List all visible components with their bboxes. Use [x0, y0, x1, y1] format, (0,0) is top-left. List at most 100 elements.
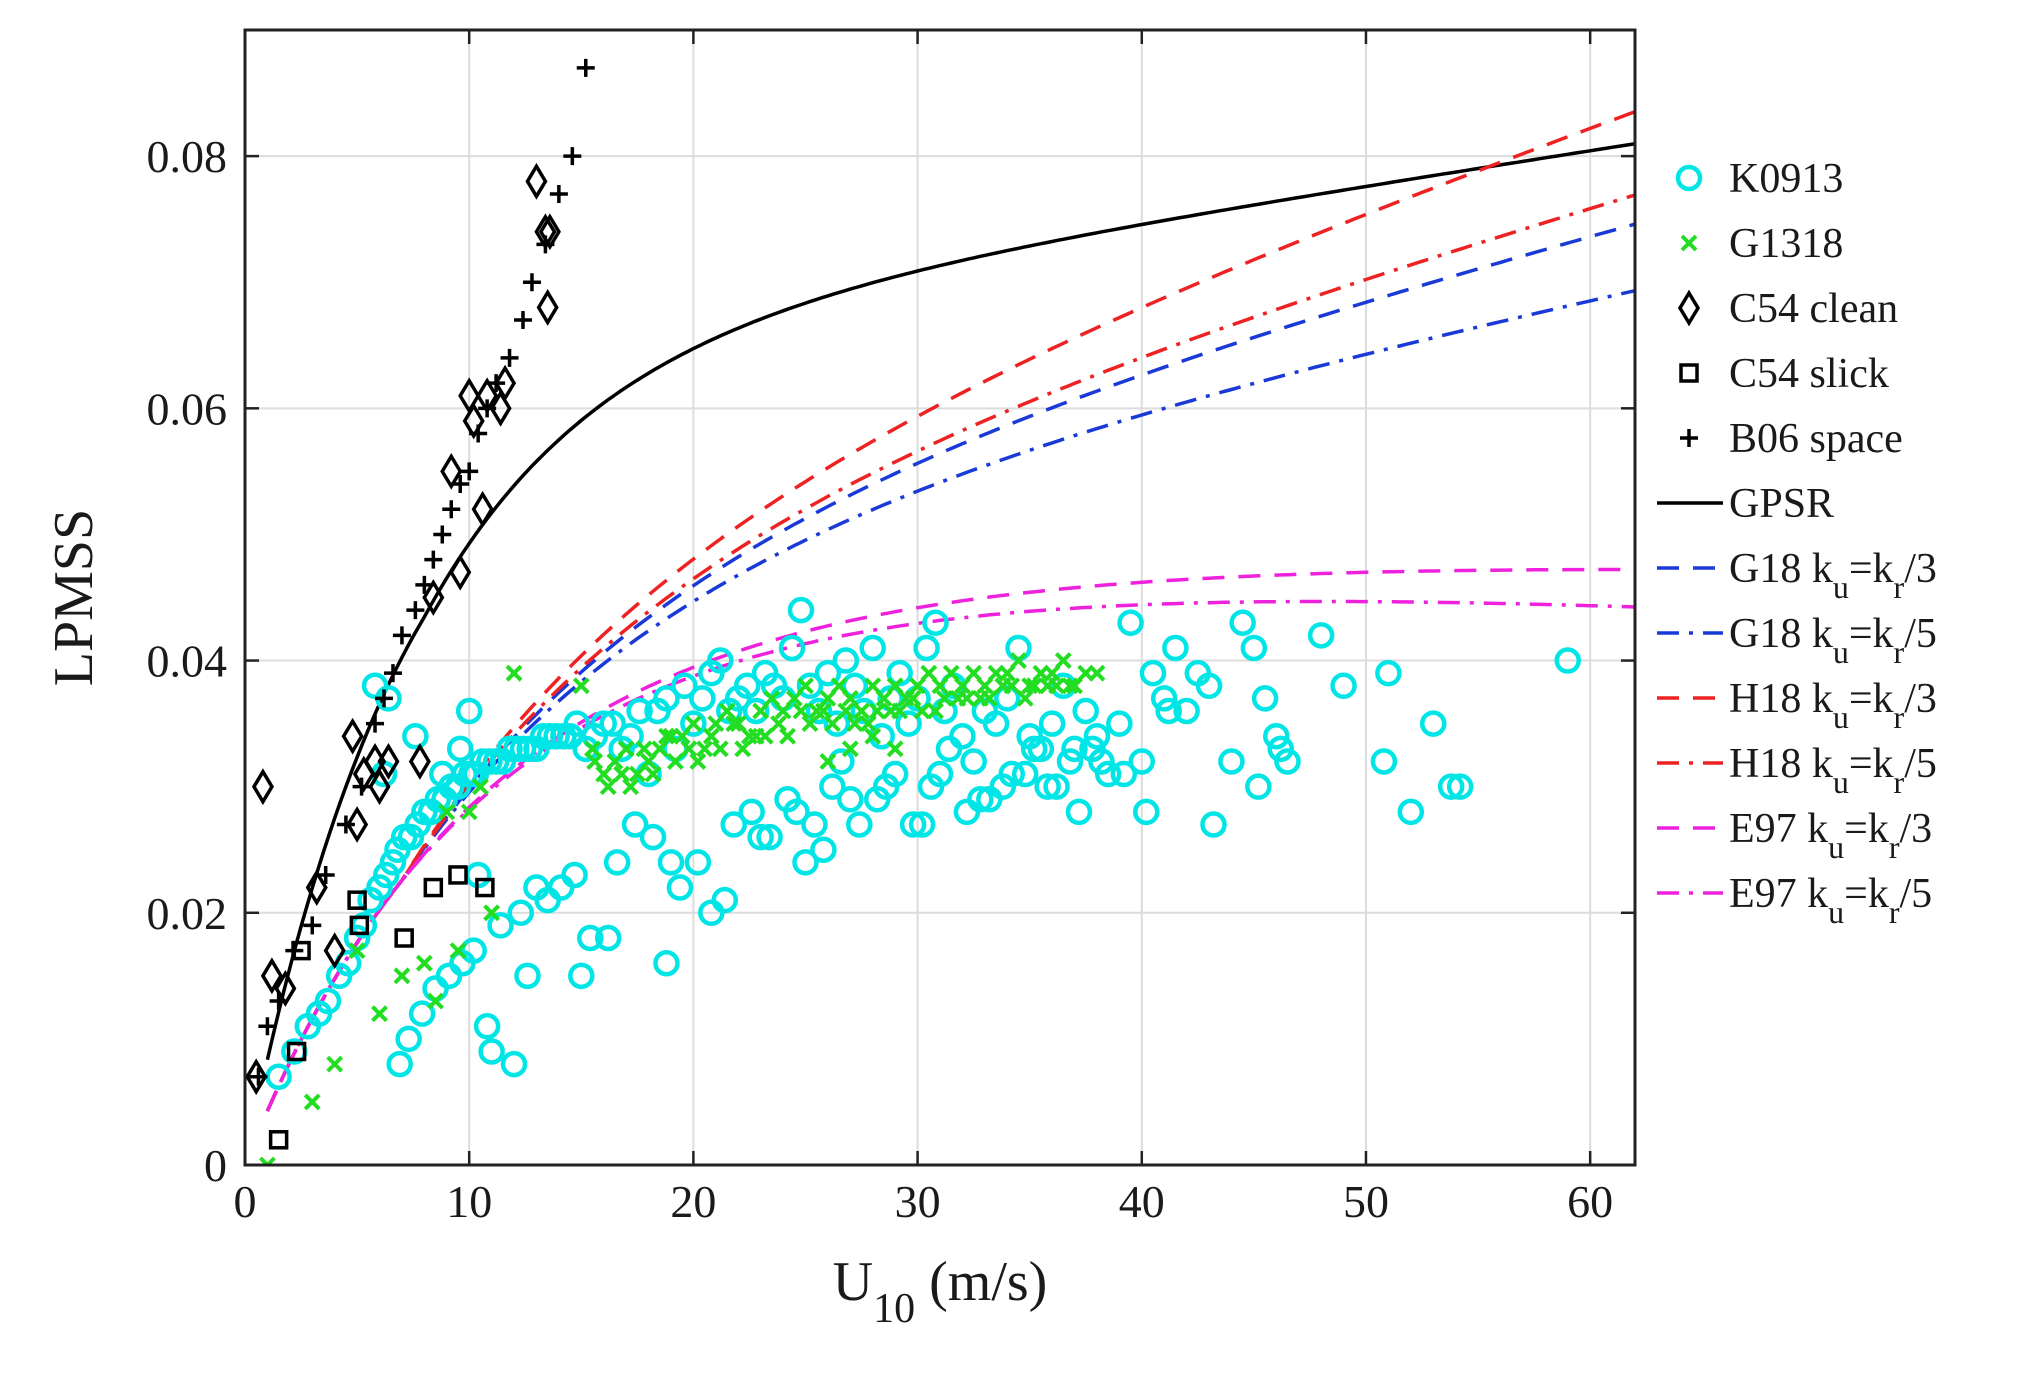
curve-g18-k3: [265, 222, 1635, 1112]
point-k0913: [1150, 685, 1178, 712]
point-k0913: [720, 811, 747, 838]
point-k0913: [1117, 609, 1144, 636]
point-g1318: [644, 765, 662, 783]
point-k0913: [1229, 609, 1256, 636]
point-k0913: [599, 710, 626, 737]
point-k0913: [1094, 760, 1122, 788]
point-c54-clean: [260, 957, 283, 995]
point-g1318: [954, 677, 971, 695]
point-g1318: [936, 689, 953, 707]
legend-marker: [1680, 234, 1698, 252]
point-k0913: [556, 722, 584, 750]
point-k0913: [561, 861, 588, 889]
point-k0913: [733, 672, 761, 700]
point-k0913: [989, 773, 1017, 800]
point-g1318: [640, 753, 657, 770]
point-k0913: [435, 962, 463, 990]
point-g1318: [1061, 677, 1079, 695]
legend-label: E97 ku=kr/3: [1729, 806, 1932, 865]
point-g1318: [259, 1156, 276, 1165]
point-g1318: [1088, 664, 1106, 682]
point-k0913: [265, 1063, 292, 1090]
legend-label: G1318: [1729, 221, 1843, 267]
series-c54-slick: [268, 865, 495, 1150]
point-k0913: [487, 912, 514, 939]
point-k0913: [590, 710, 617, 737]
point-g1318: [371, 1005, 388, 1023]
point-g1318: [1054, 652, 1072, 669]
point-c54-slick: [268, 1130, 289, 1150]
point-g1318: [846, 715, 864, 733]
x-axis-title-sub: 10: [873, 1286, 915, 1332]
point-k0913: [460, 937, 487, 964]
legend-label: C54 clean: [1729, 286, 1898, 332]
point-k0913: [846, 811, 873, 838]
point-g1318: [734, 740, 752, 758]
point-g1318: [801, 715, 819, 733]
point-g1318: [792, 702, 810, 720]
point-k0913: [805, 697, 833, 725]
point-b06-space: [469, 424, 488, 443]
point-b06-space: [424, 550, 443, 569]
point-c54-clean: [251, 768, 274, 806]
point-k0913: [922, 609, 949, 636]
point-b06-space: [375, 689, 393, 708]
point-k0913: [1397, 798, 1425, 826]
point-g1318: [651, 740, 669, 758]
point-b06-space: [383, 664, 402, 683]
point-b06-space: [352, 777, 371, 796]
point-k0913: [1072, 697, 1099, 725]
point-g1318: [696, 740, 714, 758]
point-k0913: [603, 849, 631, 876]
point-g1318: [673, 727, 691, 745]
point-k0913: [507, 899, 535, 927]
point-k0913: [832, 647, 860, 674]
point-b06-space: [415, 575, 434, 594]
point-g1318: [864, 677, 882, 695]
point-g1318: [942, 664, 960, 682]
point-k0913: [1065, 798, 1093, 826]
point-g1318: [841, 689, 859, 707]
point-b06-space: [563, 147, 582, 166]
point-g1318: [920, 664, 938, 682]
point-g1318: [875, 689, 893, 707]
point-k0913: [639, 823, 667, 851]
point-c54-slick: [448, 865, 468, 885]
point-k0913: [1056, 748, 1084, 775]
point-k0913: [666, 874, 694, 901]
point-c54-slick: [349, 915, 370, 936]
legend-label: G18 ku=kr/3: [1729, 546, 1937, 605]
x-axis-title-unit: (m/s): [915, 1251, 1047, 1313]
point-k0913: [653, 685, 680, 712]
point-g1318: [438, 803, 456, 821]
curve-gpsr: [265, 141, 1635, 1061]
point-b06-space: [285, 941, 304, 960]
point-k0913: [823, 710, 851, 737]
point-k0913: [568, 962, 595, 990]
point-g1318: [909, 677, 926, 695]
x-tick-label: 10: [446, 1176, 492, 1227]
point-b06-space: [460, 462, 479, 481]
point-k0913: [397, 823, 425, 851]
point-k0913: [872, 773, 900, 800]
point-k0913: [908, 811, 936, 838]
point-k0913: [372, 861, 400, 889]
curve-e97-k3: [265, 567, 1635, 1112]
point-g1318: [904, 689, 922, 707]
point-k0913: [796, 672, 824, 700]
point-g1318: [819, 689, 837, 707]
legend-label: E97 ku=kr/5: [1729, 871, 1932, 930]
point-g1318: [606, 753, 624, 770]
point-g1318: [595, 765, 613, 783]
point-k0913: [1061, 735, 1088, 763]
point-k0913: [783, 798, 810, 826]
point-g1318: [774, 702, 792, 720]
point-g1318: [1010, 652, 1027, 669]
point-c54-slick: [286, 1041, 307, 1062]
point-k0913: [1110, 760, 1138, 788]
point-g1318: [747, 727, 765, 745]
point-k0913: [711, 886, 739, 914]
point-k0913: [742, 697, 770, 725]
point-g1318: [976, 677, 994, 695]
point-b06-space: [366, 714, 385, 733]
